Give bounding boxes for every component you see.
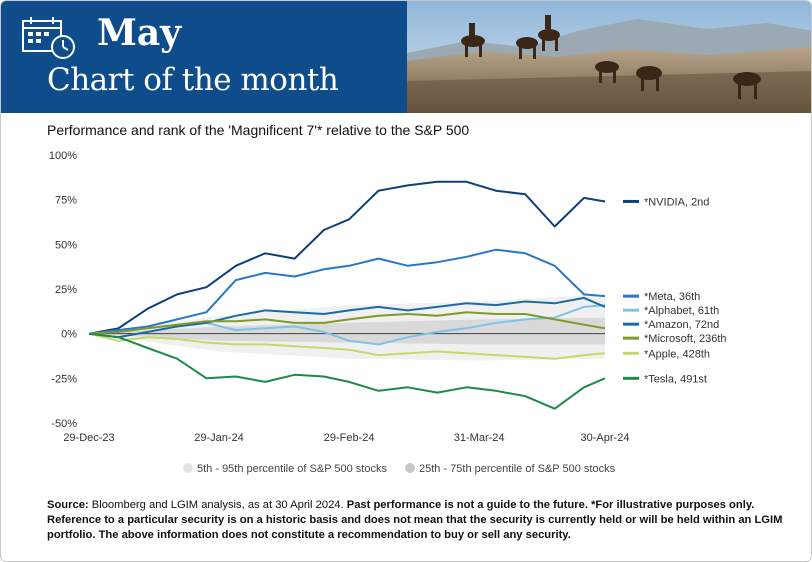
- y-tick-label: 100%: [49, 150, 77, 162]
- legend-band-inner: 25th - 75th percentile of S&P 500 stocks: [405, 463, 615, 475]
- series-line-nvidia: [88, 180, 606, 335]
- y-tick-label: 75%: [55, 195, 77, 207]
- x-tick-label: 29-Jan-24: [194, 432, 244, 444]
- x-axis: 29-Dec-23 29-Jan-24 29-Feb-24 31-Mar-24 30-A…: [63, 432, 629, 444]
- legend-label-nvidia: *NVIDIA, 2nd: [644, 196, 709, 208]
- legend-label-microsoft: *Microsoft, 236th: [644, 333, 727, 345]
- legend-label-alphabet: *Alphabet, 61th: [644, 305, 719, 317]
- legend-label-meta: *Meta, 36th: [644, 291, 700, 303]
- series-line-microsoft: [88, 311, 606, 335]
- calendar-clock-icon: [22, 17, 75, 59]
- series-lines: [88, 180, 606, 410]
- band-25-75-area: [89, 317, 605, 345]
- legend-band-outer: 5th - 95th percentile of S&P 500 stocks: [183, 463, 387, 475]
- band-inner-swatch: [405, 463, 415, 473]
- chart-title: Performance and rank of the 'Magnificent…: [47, 122, 470, 138]
- header-banner: May Chart of the month: [1, 1, 407, 113]
- y-tick-label: -50%: [51, 418, 77, 430]
- x-tick-label: 29-Feb-24: [324, 432, 375, 444]
- band-outer-label: 5th - 95th percentile of S&P 500 stocks: [197, 463, 387, 475]
- series-line-amazon: [88, 296, 606, 339]
- source-label: Source:: [47, 499, 89, 511]
- x-tick-label: 31-Mar-24: [454, 432, 505, 444]
- series-line-meta: [88, 248, 606, 335]
- y-tick-label: -25%: [51, 373, 77, 385]
- y-tick-label: 0%: [61, 329, 77, 341]
- legend-label-apple: *Apple, 428th: [644, 348, 710, 360]
- series-line-apple: [88, 332, 606, 360]
- footer-note: Source: Bloomberg and LGIM analysis, as …: [47, 498, 787, 543]
- disclaimer-text: Past performance is not a guide to the f…: [47, 499, 783, 541]
- y-axis: 100% 75% 50% 25% 0% -25% -50%: [49, 150, 77, 430]
- banner-subtitle: Chart of the month: [47, 62, 339, 98]
- y-tick-label: 50%: [55, 239, 77, 251]
- legend-label-tesla: *Tesla, 491st: [644, 373, 707, 385]
- band-inner-label: 25th - 75th percentile of S&P 500 stocks: [419, 463, 616, 475]
- y-tick-label: 25%: [55, 284, 77, 296]
- source-text: Bloomberg and LGIM analysis, as at 30 Ap…: [88, 499, 347, 511]
- line-chart: 100% 75% 50% 25% 0% -25% -50% 29-Dec-23 29-Jan-…: [49, 150, 727, 444]
- band-outer-swatch: [183, 463, 193, 473]
- legend: *NVIDIA, 2nd *Meta, 36th *Alphabet, 61th *A…: [623, 196, 727, 385]
- x-tick-label: 29-Dec-23: [63, 432, 114, 444]
- series-line-tesla: [88, 332, 606, 410]
- horses-riders-photo: [407, 1, 811, 113]
- legend-label-amazon: *Amazon, 72nd: [644, 319, 719, 331]
- x-tick-label: 30-Apr-24: [581, 432, 630, 444]
- month-title: May: [97, 12, 182, 54]
